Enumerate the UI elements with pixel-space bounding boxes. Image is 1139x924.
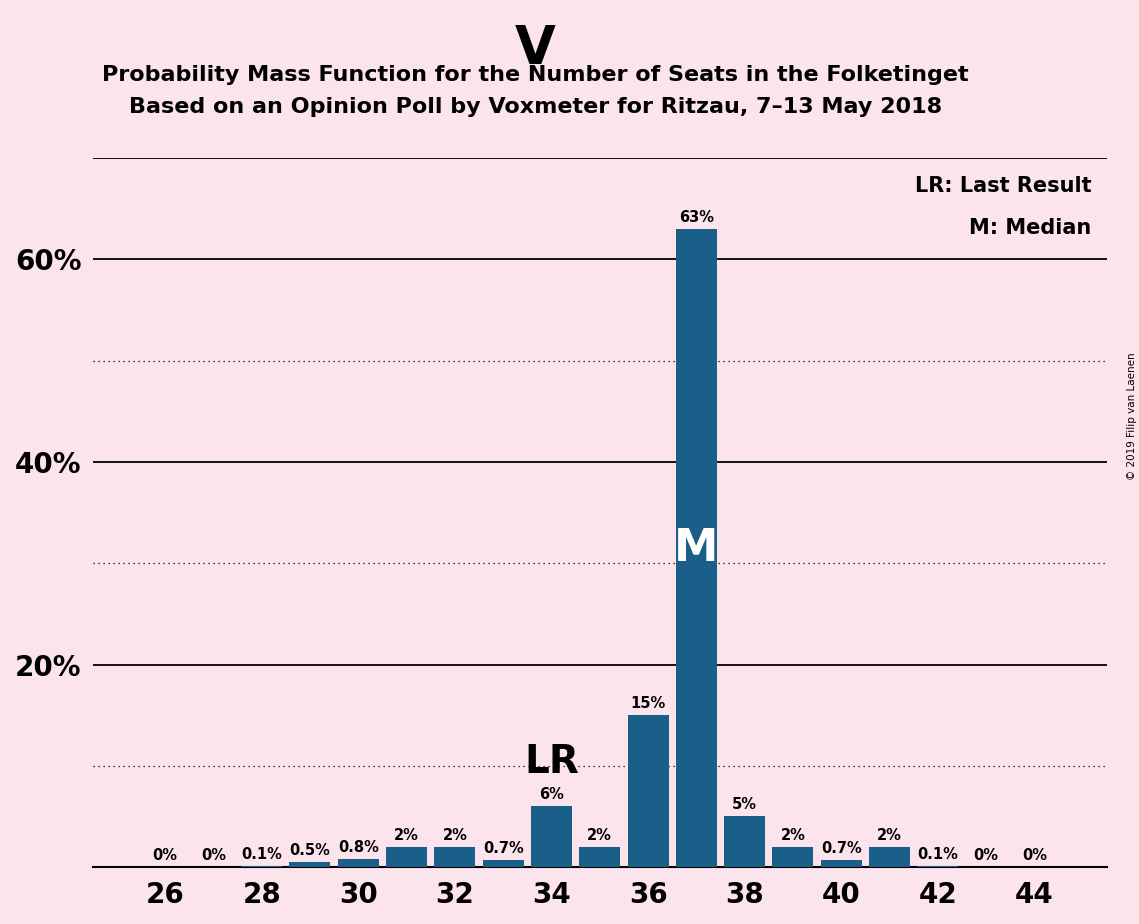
Text: Probability Mass Function for the Number of Seats in the Folketinget: Probability Mass Function for the Number… [103, 65, 968, 85]
Text: 2%: 2% [588, 828, 612, 843]
Bar [531, 807, 572, 867]
Text: 15%: 15% [631, 696, 665, 711]
Text: Based on an Opinion Poll by Voxmeter for Ritzau, 7–13 May 2018: Based on an Opinion Poll by Voxmeter for… [129, 97, 942, 117]
Text: M: Median: M: Median [969, 218, 1091, 238]
Text: LR: Last Result: LR: Last Result [915, 176, 1091, 196]
Bar [386, 847, 427, 867]
Text: 2%: 2% [394, 828, 419, 843]
Text: 2%: 2% [877, 828, 902, 843]
Text: V: V [515, 23, 556, 75]
Bar [821, 860, 862, 867]
Text: LR: LR [524, 743, 579, 781]
Text: M: M [674, 527, 719, 569]
Bar [434, 847, 475, 867]
Text: 0%: 0% [974, 848, 999, 863]
Bar [628, 715, 669, 867]
Text: 0%: 0% [153, 848, 178, 863]
Text: 5%: 5% [732, 797, 757, 812]
Text: 0.1%: 0.1% [241, 847, 282, 862]
Text: 0.5%: 0.5% [289, 843, 330, 858]
Text: 0.1%: 0.1% [917, 847, 958, 862]
Text: © 2019 Filip van Laenen: © 2019 Filip van Laenen [1126, 352, 1137, 480]
Text: 0%: 0% [1022, 848, 1047, 863]
Text: 6%: 6% [539, 787, 564, 802]
Text: 63%: 63% [679, 210, 714, 225]
Text: 0.7%: 0.7% [483, 841, 524, 856]
Bar [580, 847, 621, 867]
Bar [917, 866, 958, 867]
Bar [338, 859, 379, 867]
Text: 2%: 2% [442, 828, 467, 843]
Bar [675, 229, 716, 867]
Bar [289, 862, 330, 867]
Bar [869, 847, 910, 867]
Bar [724, 817, 765, 867]
Bar [483, 860, 524, 867]
Text: 0.8%: 0.8% [338, 840, 378, 855]
Text: 0%: 0% [200, 848, 226, 863]
Text: 0.7%: 0.7% [821, 841, 861, 856]
Bar [241, 866, 282, 867]
Bar [772, 847, 813, 867]
Text: 2%: 2% [780, 828, 805, 843]
